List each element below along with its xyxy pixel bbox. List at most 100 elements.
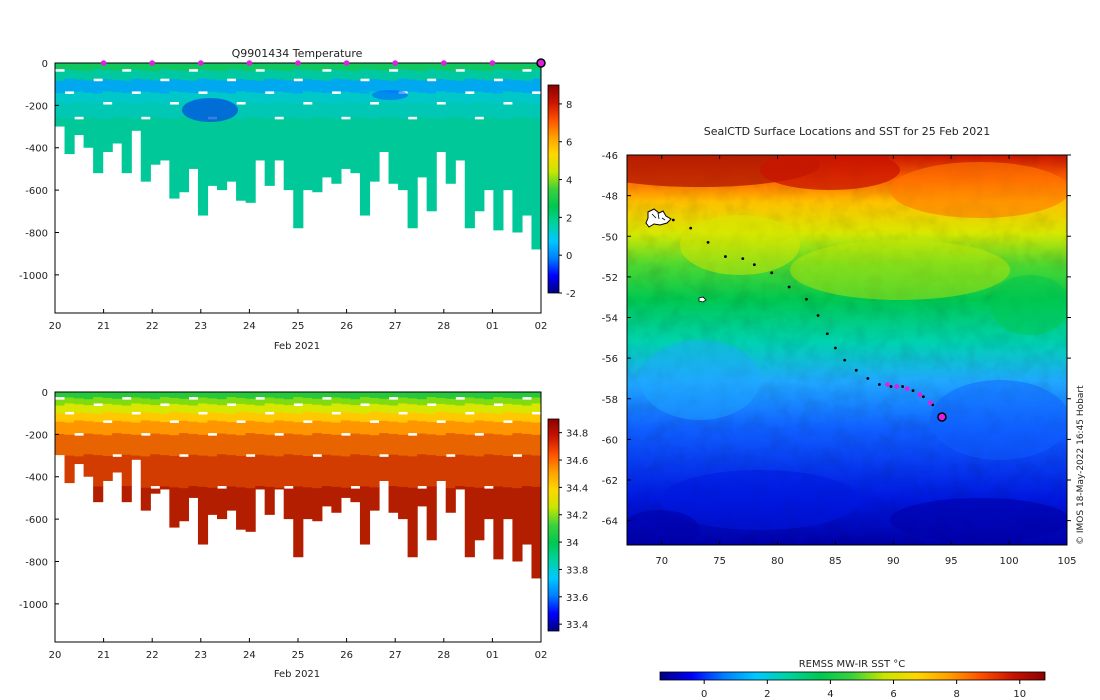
- lat-tick-label: -60: [602, 435, 618, 446]
- section-cell: [445, 456, 456, 489]
- section-cell: [74, 404, 85, 413]
- section-cell: [464, 486, 475, 558]
- section-cell: [121, 421, 132, 435]
- section-cell: [359, 93, 371, 105]
- section-cell: [350, 405, 361, 414]
- section-cell: [455, 486, 466, 490]
- section-cell: [531, 414, 541, 423]
- section-cell: [293, 405, 304, 415]
- section-cell: [121, 486, 132, 503]
- section-cell: [426, 93, 437, 105]
- section-cell: [93, 455, 104, 487]
- section-cell: [245, 116, 256, 203]
- section-cell: [283, 399, 294, 406]
- section-cell: [112, 398, 123, 406]
- section-cell: [112, 63, 123, 72]
- section-cell: [264, 392, 275, 398]
- temperature-panel: Q9901434 Temperature 20 21 22 23 24 25 26 27 28 0…: [19, 47, 576, 352]
- section-cell: [226, 405, 237, 415]
- section-cell: [283, 433, 294, 455]
- y-tick-label: 0: [42, 388, 48, 399]
- section-column: [388, 392, 399, 513]
- section-cell: [521, 71, 533, 82]
- section-cell: [255, 421, 266, 435]
- sst-feature: [627, 510, 700, 545]
- section-column: [102, 63, 113, 152]
- section-cell: [102, 79, 113, 92]
- section-cell: [312, 420, 323, 434]
- section-cell: [255, 486, 266, 490]
- section-cell: [426, 486, 437, 541]
- section-cell: [93, 69, 104, 79]
- section-cell: [207, 398, 218, 405]
- section-cell: [340, 456, 352, 489]
- track-point: [741, 257, 745, 260]
- section-cell: [388, 421, 399, 435]
- section-column: [531, 392, 541, 579]
- section-cell: [236, 455, 247, 488]
- section-column: [302, 392, 313, 520]
- section-column: [502, 63, 514, 191]
- section-cell: [417, 433, 428, 455]
- section-cell: [464, 403, 475, 412]
- section-cell: [398, 486, 409, 520]
- section-cell: [512, 456, 523, 489]
- section-cell: [283, 63, 294, 72]
- section-cell: [197, 422, 209, 436]
- sst-feature: [990, 275, 1067, 335]
- section-cell: [502, 487, 514, 520]
- section-cell: [283, 405, 294, 414]
- x-tick-label: 01: [486, 321, 499, 332]
- section-cell: [102, 69, 113, 80]
- section-cell: [55, 93, 66, 104]
- section-cell: [340, 91, 352, 103]
- section-cell: [150, 92, 161, 104]
- section-cell: [398, 69, 409, 80]
- section-cell: [255, 71, 266, 82]
- section-cell: [483, 392, 494, 400]
- lat-tick-label: -62: [602, 476, 618, 487]
- section-cell: [312, 116, 323, 193]
- section-cell: [207, 119, 218, 186]
- section-cell: [502, 435, 514, 457]
- section-cell: [474, 456, 485, 489]
- y-tick-label: -600: [25, 186, 48, 197]
- section-cell: [226, 69, 237, 79]
- section-cell: [340, 404, 352, 413]
- section-cell: [521, 433, 533, 456]
- section-cell: [312, 404, 323, 414]
- section-cell: [531, 392, 541, 398]
- section-cell: [264, 69, 275, 80]
- sst-colorbar-tick-label: 0: [701, 689, 707, 700]
- section-cell: [197, 397, 209, 404]
- section-cell: [255, 103, 266, 119]
- x-tick-label: 27: [389, 650, 402, 661]
- section-cell: [102, 455, 113, 481]
- section-column: [197, 63, 209, 216]
- section-cell: [398, 392, 409, 398]
- section-cell: [474, 487, 485, 541]
- section-column: [93, 392, 104, 503]
- x-tick-label: 23: [194, 321, 207, 332]
- section-cell: [417, 71, 428, 81]
- section-cell: [531, 403, 541, 412]
- section-cell: [150, 392, 161, 400]
- section-cell: [502, 455, 514, 488]
- section-cell: [169, 422, 180, 436]
- section-cell: [331, 69, 342, 80]
- section-column: [283, 392, 294, 520]
- section-column: [369, 392, 380, 511]
- section-cell: [474, 119, 485, 212]
- section-cell: [340, 63, 352, 71]
- section-column: [159, 392, 170, 490]
- section-cell: [178, 412, 190, 422]
- section-cell: [159, 405, 170, 415]
- section-cell: [150, 454, 161, 487]
- section-cell: [274, 63, 285, 71]
- section-cell: [407, 398, 418, 405]
- section-cell: [417, 117, 428, 178]
- section-cell: [483, 421, 494, 434]
- section-cell: [407, 435, 418, 457]
- lat-tick-label: -54: [602, 314, 618, 325]
- section-cell: [55, 71, 66, 82]
